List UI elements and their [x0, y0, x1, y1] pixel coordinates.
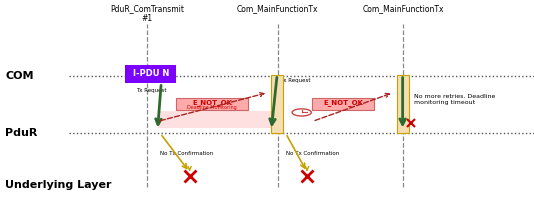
Text: COM: COM: [5, 71, 34, 81]
Text: No Tx Confirmation: No Tx Confirmation: [160, 151, 214, 156]
Text: Tx Request: Tx Request: [280, 78, 311, 83]
Text: Com_MainFunctionTx: Com_MainFunctionTx: [363, 4, 444, 13]
FancyBboxPatch shape: [158, 111, 271, 128]
Text: E_NOT_OK: E_NOT_OK: [323, 99, 363, 105]
FancyBboxPatch shape: [125, 65, 176, 83]
Text: Tx Request: Tx Request: [136, 88, 167, 93]
Text: No more retries. Deadline
monitoring timeout: No more retries. Deadline monitoring tim…: [414, 94, 495, 105]
Text: Deadline Monitoring: Deadline Monitoring: [187, 105, 237, 110]
Text: PduR_ComTransmit
#1: PduR_ComTransmit #1: [110, 4, 184, 23]
Text: PduR: PduR: [5, 128, 38, 138]
FancyBboxPatch shape: [271, 75, 283, 133]
Text: No Tx Confirmation: No Tx Confirmation: [286, 151, 339, 156]
Text: Com_MainFunctionTx: Com_MainFunctionTx: [237, 4, 318, 13]
Text: E_NOT_OK: E_NOT_OK: [192, 99, 232, 105]
Text: Underlying Layer: Underlying Layer: [5, 180, 112, 190]
FancyBboxPatch shape: [397, 75, 409, 133]
FancyBboxPatch shape: [176, 98, 248, 110]
Text: I-PDU N: I-PDU N: [132, 69, 169, 78]
FancyBboxPatch shape: [312, 98, 374, 110]
